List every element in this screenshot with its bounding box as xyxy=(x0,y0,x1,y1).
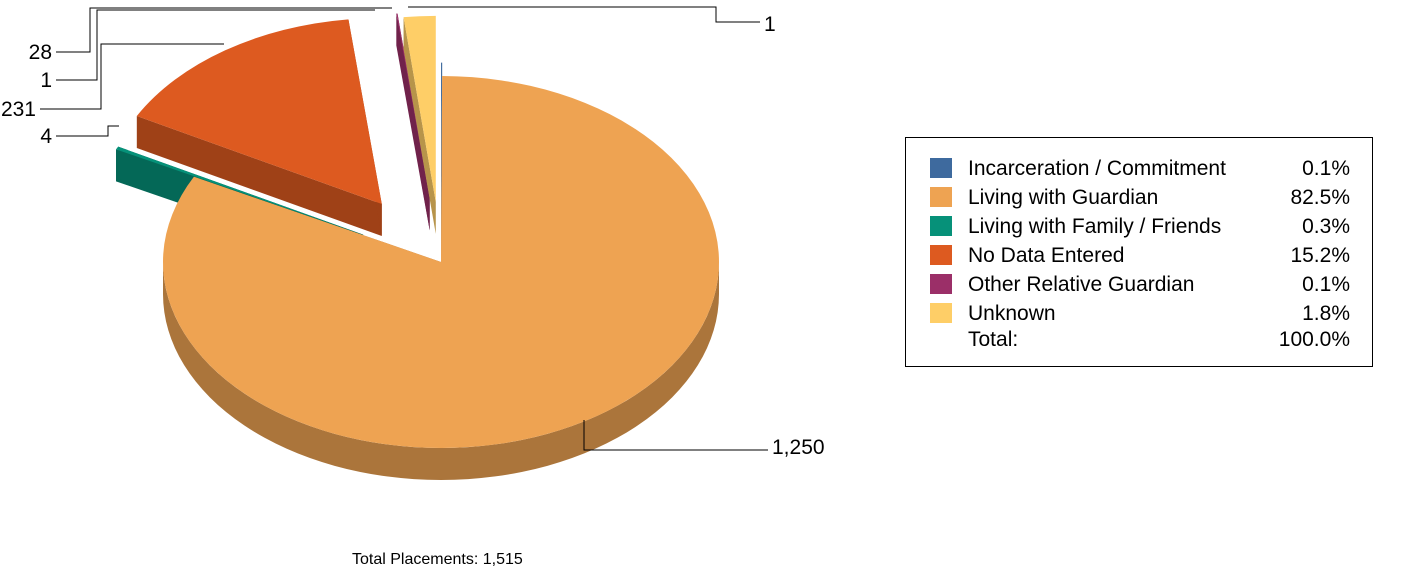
data-label: 1,250 xyxy=(772,436,825,459)
legend-item: Living with Guardian 82.5% xyxy=(930,183,1350,212)
legend-item: No Data Entered 15.2% xyxy=(930,241,1350,270)
pie-slices xyxy=(116,13,719,480)
slice-top xyxy=(441,62,443,249)
leader-line xyxy=(408,6,760,23)
pie-slice xyxy=(136,19,382,236)
pie-slice xyxy=(396,13,430,231)
leader-line xyxy=(56,9,375,81)
data-label: 1 xyxy=(764,13,776,36)
data-label: 4 xyxy=(40,125,52,148)
data-label: 1 xyxy=(40,69,52,92)
legend-label: Unknown xyxy=(968,302,1056,325)
legend-swatch xyxy=(930,303,952,323)
legend-total-row: Total: 100.0% xyxy=(930,325,1350,354)
legend-percent: 15.2% xyxy=(1290,244,1350,267)
legend-swatch xyxy=(930,216,952,236)
leader-line xyxy=(583,420,768,451)
legend-percent: 0.1% xyxy=(1302,157,1350,180)
slice-top xyxy=(403,15,436,202)
chart-footer: Total Placements: 1,515 xyxy=(352,551,523,568)
legend-label: Incarceration / Commitment xyxy=(968,157,1226,180)
slice-top xyxy=(396,13,430,199)
legend-percent: 1.8% xyxy=(1302,302,1350,325)
legend-label: Living with Family / Friends xyxy=(968,215,1222,238)
slice-top xyxy=(162,76,719,449)
legend-label: Other Relative Guardian xyxy=(968,273,1195,296)
pie-slice xyxy=(403,15,436,234)
legend-percent: 82.5% xyxy=(1290,186,1350,209)
legend-item: Living with Family / Friends 0.3% xyxy=(930,212,1350,241)
pie-slice xyxy=(162,76,719,480)
leader-lines xyxy=(40,6,768,451)
leader-line xyxy=(56,7,392,53)
legend-swatch xyxy=(930,158,952,178)
slice-top xyxy=(116,146,364,235)
slice-top xyxy=(136,19,382,204)
slice-face xyxy=(403,17,436,234)
leader-line xyxy=(40,43,224,110)
legend-label: Living with Guardian xyxy=(968,186,1159,209)
data-label: 28 xyxy=(29,41,52,64)
chart-legend: Incarceration / Commitment 0.1% Living wit… xyxy=(905,137,1373,367)
legend-label: No Data Entered xyxy=(968,244,1125,267)
legend-item: Other Relative Guardian 0.1% xyxy=(930,270,1350,299)
legend-swatch xyxy=(930,274,952,294)
legend-item: Unknown 1.8% xyxy=(930,299,1350,328)
slice-face xyxy=(136,116,382,236)
data-label: 231 xyxy=(1,98,36,121)
leader-line xyxy=(56,125,119,137)
legend-swatch xyxy=(930,187,952,207)
legend-total-label: Total: xyxy=(968,328,1019,351)
slice-rim xyxy=(163,262,719,480)
legend-percent: 0.1% xyxy=(1302,273,1350,296)
legend-total-percent: 100.0% xyxy=(1278,328,1350,351)
slice-face xyxy=(397,13,430,231)
legend-percent: 0.3% xyxy=(1302,215,1350,238)
legend-swatch xyxy=(930,245,952,265)
legend-item: Incarceration / Commitment 0.1% xyxy=(930,154,1350,183)
